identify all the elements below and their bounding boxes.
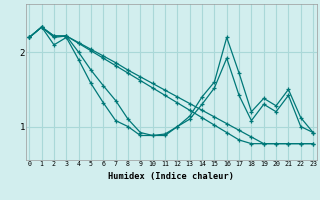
X-axis label: Humidex (Indice chaleur): Humidex (Indice chaleur): [108, 172, 234, 181]
